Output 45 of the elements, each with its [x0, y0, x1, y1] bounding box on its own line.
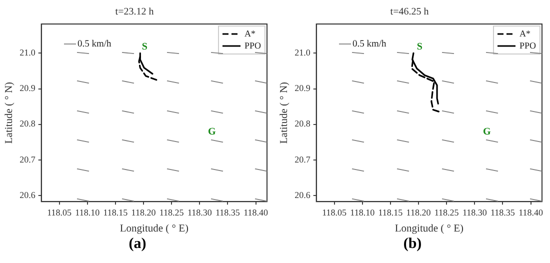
- annotation: S: [142, 41, 148, 52]
- chart-title: t=46.25 h: [390, 6, 429, 18]
- text: (b): [402, 236, 423, 253]
- x-axis-title: Longitude ( ° E): [394, 223, 464, 234]
- x-tick-label: 118.30: [462, 207, 488, 218]
- x-tick-label: 118.25: [159, 207, 184, 218]
- x-tick-label: 118.35: [215, 207, 240, 218]
- legend-label: PPO: [244, 40, 262, 50]
- annotation: G: [208, 126, 216, 138]
- annotation: 0.5 km/h: [352, 40, 386, 50]
- x-tick-label: 118.10: [75, 207, 100, 218]
- legend-label: PPO: [519, 40, 536, 50]
- x-tick-label: 118.35: [490, 207, 516, 218]
- y-tick-label: 20.8: [20, 118, 36, 129]
- y-tick-label: 20.7: [20, 154, 36, 164]
- x-tick-label: 118.20: [131, 207, 156, 218]
- chart-title: t=23.12 h: [115, 6, 154, 18]
- x-tick-label: 118.30: [187, 207, 212, 218]
- y-axis-title: Latitude ( ° N): [4, 81, 16, 144]
- x-tick-label: 118.10: [350, 207, 376, 218]
- y-tick-label: 20.9: [294, 83, 311, 94]
- line-series: [138, 56, 158, 81]
- y-axis-title: Latitude ( ° N): [279, 81, 290, 144]
- legend-label: A*: [519, 28, 531, 38]
- y-tick-label: 21.0: [20, 48, 36, 58]
- x-tick-label: 118.05: [322, 207, 348, 218]
- x-axis-title: Longitude ( ° E): [120, 223, 189, 234]
- y-tick-label: 21.0: [294, 48, 311, 58]
- x-tick-label: 118.40: [518, 207, 544, 218]
- text: (a): [128, 236, 148, 253]
- y-tick-label: 20.8: [294, 118, 311, 129]
- annotation: S: [416, 41, 423, 52]
- y-tick-label: 20.6: [294, 190, 311, 200]
- x-tick-label: 118.05: [47, 207, 72, 218]
- legend-label: A*: [244, 28, 256, 38]
- x-tick-label: 118.15: [103, 207, 128, 218]
- annotation: 0.5 km/h: [77, 40, 112, 50]
- annotation: G: [483, 126, 492, 138]
- y-tick-label: 20.9: [20, 83, 36, 94]
- x-tick-label: 118.40: [244, 207, 268, 218]
- x-tick-label: 118.25: [434, 207, 460, 218]
- x-tick-label: 118.20: [406, 207, 432, 218]
- x-tick-label: 118.15: [378, 207, 404, 218]
- y-tick-label: 20.6: [20, 190, 36, 200]
- y-tick-label: 20.7: [294, 154, 311, 164]
